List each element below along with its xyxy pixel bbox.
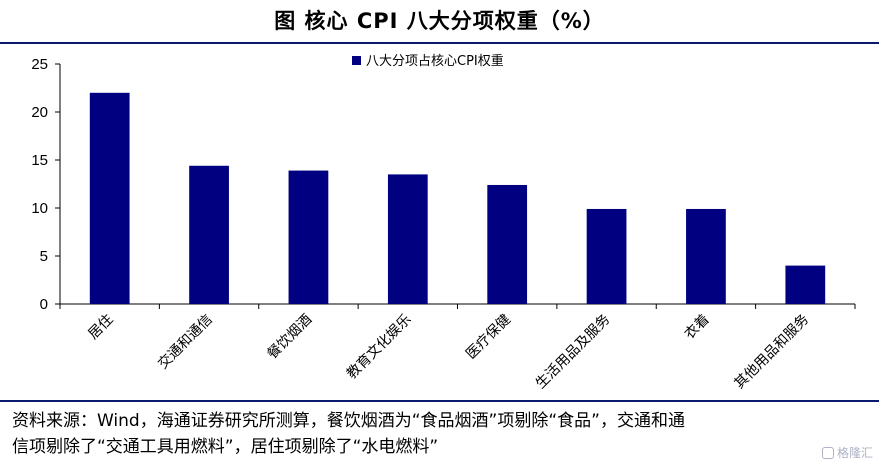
x-tick-label: 餐饮烟酒 xyxy=(264,312,315,363)
y-tick-label: 0 xyxy=(40,296,48,313)
x-tick-label: 居住 xyxy=(85,312,116,343)
y-tick-label: 5 xyxy=(40,248,48,265)
y-tick-label: 20 xyxy=(31,104,48,121)
legend-label: 八大分项占核心CPI权重 xyxy=(366,53,504,69)
legend-swatch xyxy=(352,56,361,65)
bar xyxy=(89,92,130,304)
x-tick-label: 衣着 xyxy=(682,312,713,343)
legend: 八大分项占核心CPI权重 xyxy=(352,53,504,69)
bar xyxy=(586,208,627,304)
watermark-text: 格隆汇 xyxy=(836,446,873,460)
bar xyxy=(387,174,428,304)
source-line-2: 信项剔除了“交通工具用燃料”，居住项剔除了“水电燃料” xyxy=(12,437,439,457)
x-tick-label: 教育文化娱乐 xyxy=(344,312,415,383)
x-tick-label: 医疗保健 xyxy=(463,312,514,363)
y-tick-label: 15 xyxy=(31,152,48,169)
bar xyxy=(189,165,229,304)
chart-title: 图 核心 CPI 八大分项权重（%） xyxy=(0,0,879,44)
bar xyxy=(288,170,329,304)
y-tick-label: 10 xyxy=(31,200,48,217)
x-tick-label: 交通和通信 xyxy=(154,311,216,373)
watermark: 格隆汇 xyxy=(821,444,873,461)
bar xyxy=(487,184,528,304)
y-tick-label: 25 xyxy=(31,56,48,73)
bars xyxy=(89,92,826,304)
axes xyxy=(55,63,856,309)
bar xyxy=(785,265,826,304)
bar-chart: 0 5 10 15 20 25 居住 交通和通信 餐饮烟酒 教育文化娱乐 医疗保健 生活用品及服务 衣着… xyxy=(31,53,856,393)
bar xyxy=(686,208,726,304)
x-tick-label: 生活用品及服务 xyxy=(533,312,614,393)
source-note: 资料来源：Wind，海通证券研究所测算，餐饮烟酒为“食品烟酒”项剔除“食品”，交… xyxy=(0,400,879,465)
watermark-logo-icon xyxy=(821,447,834,459)
source-line-1: 资料来源：Wind，海通证券研究所测算，餐饮烟酒为“食品烟酒”项剔除“食品”，交… xyxy=(12,411,685,431)
x-tick-label: 其他用品和服务 xyxy=(732,312,813,393)
